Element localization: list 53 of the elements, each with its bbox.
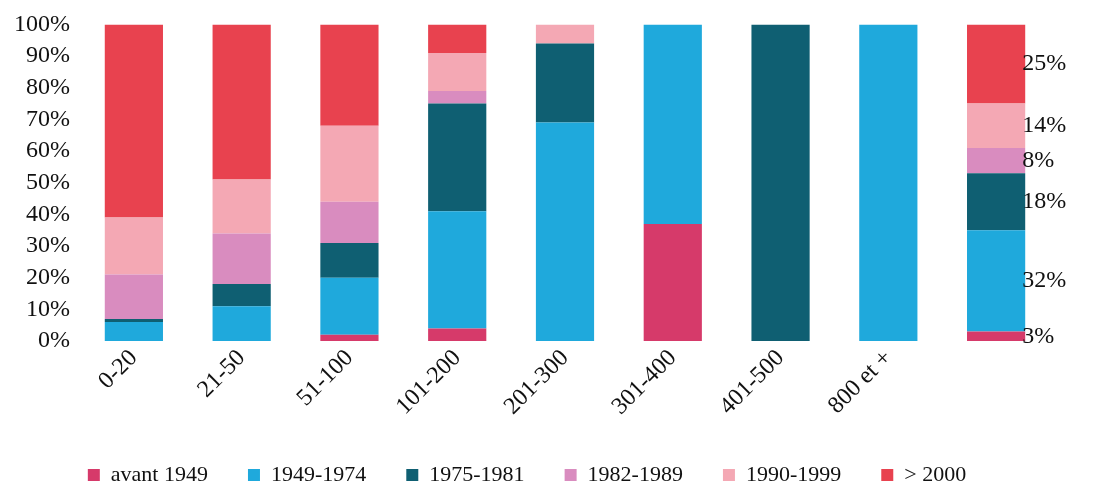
- bar: [428, 52, 487, 91]
- bar: [428, 90, 487, 104]
- y-tick-label: 40%: [25, 199, 70, 226]
- data-label: 8%: [1022, 145, 1055, 172]
- x-tick-label: 0-20: [92, 343, 142, 394]
- y-tick-label: 80%: [25, 73, 70, 100]
- bar: [320, 201, 379, 243]
- data-label: 14%: [1022, 111, 1067, 138]
- legend-label: avant 1949: [110, 460, 208, 486]
- bar: [428, 103, 487, 212]
- bar: [212, 179, 271, 234]
- y-tick-label: 20%: [25, 263, 70, 290]
- bar: [967, 173, 1026, 231]
- x-tick-label: 800 et +: [822, 343, 897, 418]
- y-tick-label: 100%: [13, 9, 70, 36]
- y-tick-label: 50%: [25, 168, 70, 195]
- data-label: 3%: [1022, 321, 1055, 348]
- bar: [320, 24, 379, 126]
- bar: [212, 233, 271, 285]
- legend-label: 1975-1981: [429, 460, 525, 486]
- y-tick-label: 30%: [25, 231, 70, 258]
- bar: [859, 24, 918, 342]
- bar: [104, 274, 163, 319]
- bar: [104, 322, 163, 342]
- y-tick-label: 90%: [25, 41, 70, 68]
- legend-label: > 2000: [904, 460, 967, 486]
- bar: [104, 217, 163, 275]
- bar: [428, 24, 487, 53]
- legend-label: 1982-1989: [587, 460, 683, 486]
- bar: [643, 223, 702, 342]
- bar: [104, 24, 163, 218]
- bar: [535, 122, 595, 342]
- bar: [320, 125, 379, 202]
- bar: [212, 24, 271, 180]
- legend-label: 1949-1974: [270, 460, 367, 486]
- bar: [320, 242, 379, 278]
- bar: [967, 103, 1026, 148]
- bar: [320, 334, 379, 342]
- bar: [104, 318, 163, 323]
- bar: [535, 43, 595, 123]
- y-tick-label: 70%: [25, 104, 70, 131]
- y-tick-label: 60%: [25, 136, 70, 163]
- bar: [428, 328, 487, 342]
- bar: [751, 24, 810, 342]
- bar: [535, 24, 595, 44]
- y-tick-label: 10%: [25, 294, 70, 321]
- legend-label: 1990-1999: [745, 460, 842, 486]
- bar: [212, 306, 271, 342]
- y-tick-label: 0%: [37, 326, 70, 353]
- bar: [320, 277, 379, 335]
- bar: [643, 24, 702, 224]
- bar: [212, 284, 271, 307]
- bar: [428, 211, 487, 329]
